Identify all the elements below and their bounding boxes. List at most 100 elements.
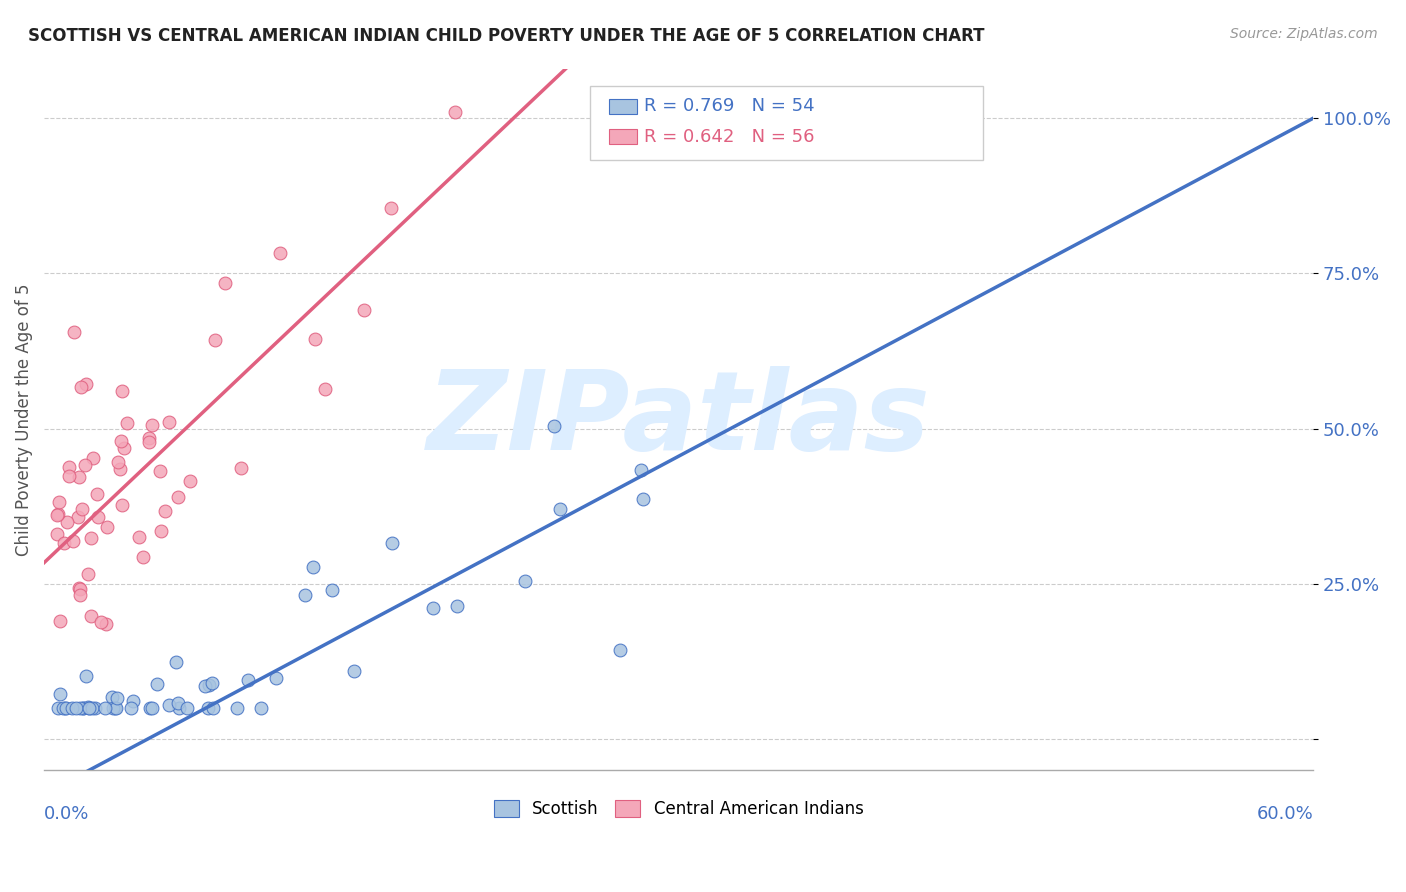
Point [166, 490, 188, 504]
Point [630, 463, 652, 477]
Point [380, 201, 402, 215]
Point [82, 450, 104, 465]
Point [250, 701, 273, 715]
Text: ZIPatlas: ZIPatlas [427, 366, 931, 473]
Point [63, 325, 86, 339]
Point [269, 245, 291, 260]
Point [176, 701, 198, 715]
Point [46, 507, 69, 521]
Point [69, 582, 91, 597]
Point [422, 600, 444, 615]
Point [80, 701, 103, 715]
Point [62, 534, 84, 549]
Point [77, 566, 100, 581]
Point [150, 524, 173, 539]
Point [70, 502, 93, 516]
Point [446, 599, 468, 614]
Point [157, 415, 180, 429]
Point [122, 694, 145, 708]
Point [321, 582, 343, 597]
Point [69, 588, 91, 602]
Point [120, 701, 142, 715]
Point [631, 492, 654, 507]
Point [138, 435, 160, 450]
Point [138, 701, 160, 715]
Y-axis label: Child Poverty Under the Age of 5: Child Poverty Under the Age of 5 [15, 283, 32, 556]
Point [46, 701, 69, 715]
Point [214, 277, 236, 291]
Point [149, 464, 172, 478]
Point [72, 701, 94, 715]
Point [65, 701, 87, 715]
Text: R = 0.769   N = 54: R = 0.769 N = 54 [644, 97, 815, 115]
Point [110, 434, 132, 449]
Point [58, 460, 80, 475]
Point [45, 508, 67, 522]
Point [146, 677, 169, 691]
Bar [609, 99, 637, 114]
Point [67, 581, 90, 595]
Point [60, 701, 83, 715]
Point [314, 382, 336, 396]
Point [112, 442, 135, 456]
Point [166, 696, 188, 710]
Point [141, 417, 163, 432]
Point [101, 690, 124, 705]
Point [543, 418, 565, 433]
Point [304, 332, 326, 346]
Point [101, 701, 124, 715]
Point [45, 526, 67, 541]
Text: R = 0.642   N = 56: R = 0.642 N = 56 [644, 128, 815, 145]
Point [264, 671, 287, 685]
Text: 60.0%: 60.0% [1257, 805, 1313, 823]
Point [169, 701, 191, 715]
Point [204, 333, 226, 347]
Point [55, 701, 77, 715]
Point [48, 614, 70, 628]
Point [229, 461, 252, 475]
Point [198, 678, 221, 692]
Point [200, 675, 222, 690]
Point [515, 574, 537, 589]
Point [96, 520, 118, 534]
Point [104, 701, 127, 715]
Point [343, 664, 366, 678]
Point [94, 617, 117, 632]
Point [138, 431, 160, 445]
Point [111, 384, 134, 399]
Point [58, 468, 80, 483]
Point [353, 303, 375, 318]
Point [104, 701, 127, 715]
Point [444, 105, 467, 120]
Point [67, 469, 90, 483]
Point [108, 462, 131, 476]
Point [55, 515, 77, 529]
Point [294, 588, 316, 602]
Point [132, 550, 155, 565]
Point [165, 655, 187, 669]
Point [72, 701, 94, 715]
Point [157, 698, 180, 713]
Point [236, 673, 259, 687]
Point [69, 701, 91, 715]
Point [128, 530, 150, 544]
Point [53, 701, 76, 715]
Text: Source: ZipAtlas.com: Source: ZipAtlas.com [1230, 27, 1378, 41]
Point [52, 536, 75, 550]
Point [105, 691, 128, 706]
Point [75, 376, 97, 391]
Point [86, 486, 108, 500]
Point [90, 615, 112, 629]
Point [83, 701, 105, 715]
Point [115, 416, 138, 430]
Text: SCOTTISH VS CENTRAL AMERICAN INDIAN CHILD POVERTY UNDER THE AGE OF 5 CORRELATION: SCOTTISH VS CENTRAL AMERICAN INDIAN CHIL… [28, 27, 984, 45]
FancyBboxPatch shape [591, 86, 983, 160]
Point [194, 679, 217, 693]
Point [141, 701, 163, 715]
Legend: Scottish, Central American Indians: Scottish, Central American Indians [486, 793, 870, 825]
Point [111, 498, 134, 512]
Text: 0.0%: 0.0% [44, 805, 90, 823]
Point [69, 379, 91, 393]
Point [225, 701, 247, 715]
Point [52, 701, 75, 715]
